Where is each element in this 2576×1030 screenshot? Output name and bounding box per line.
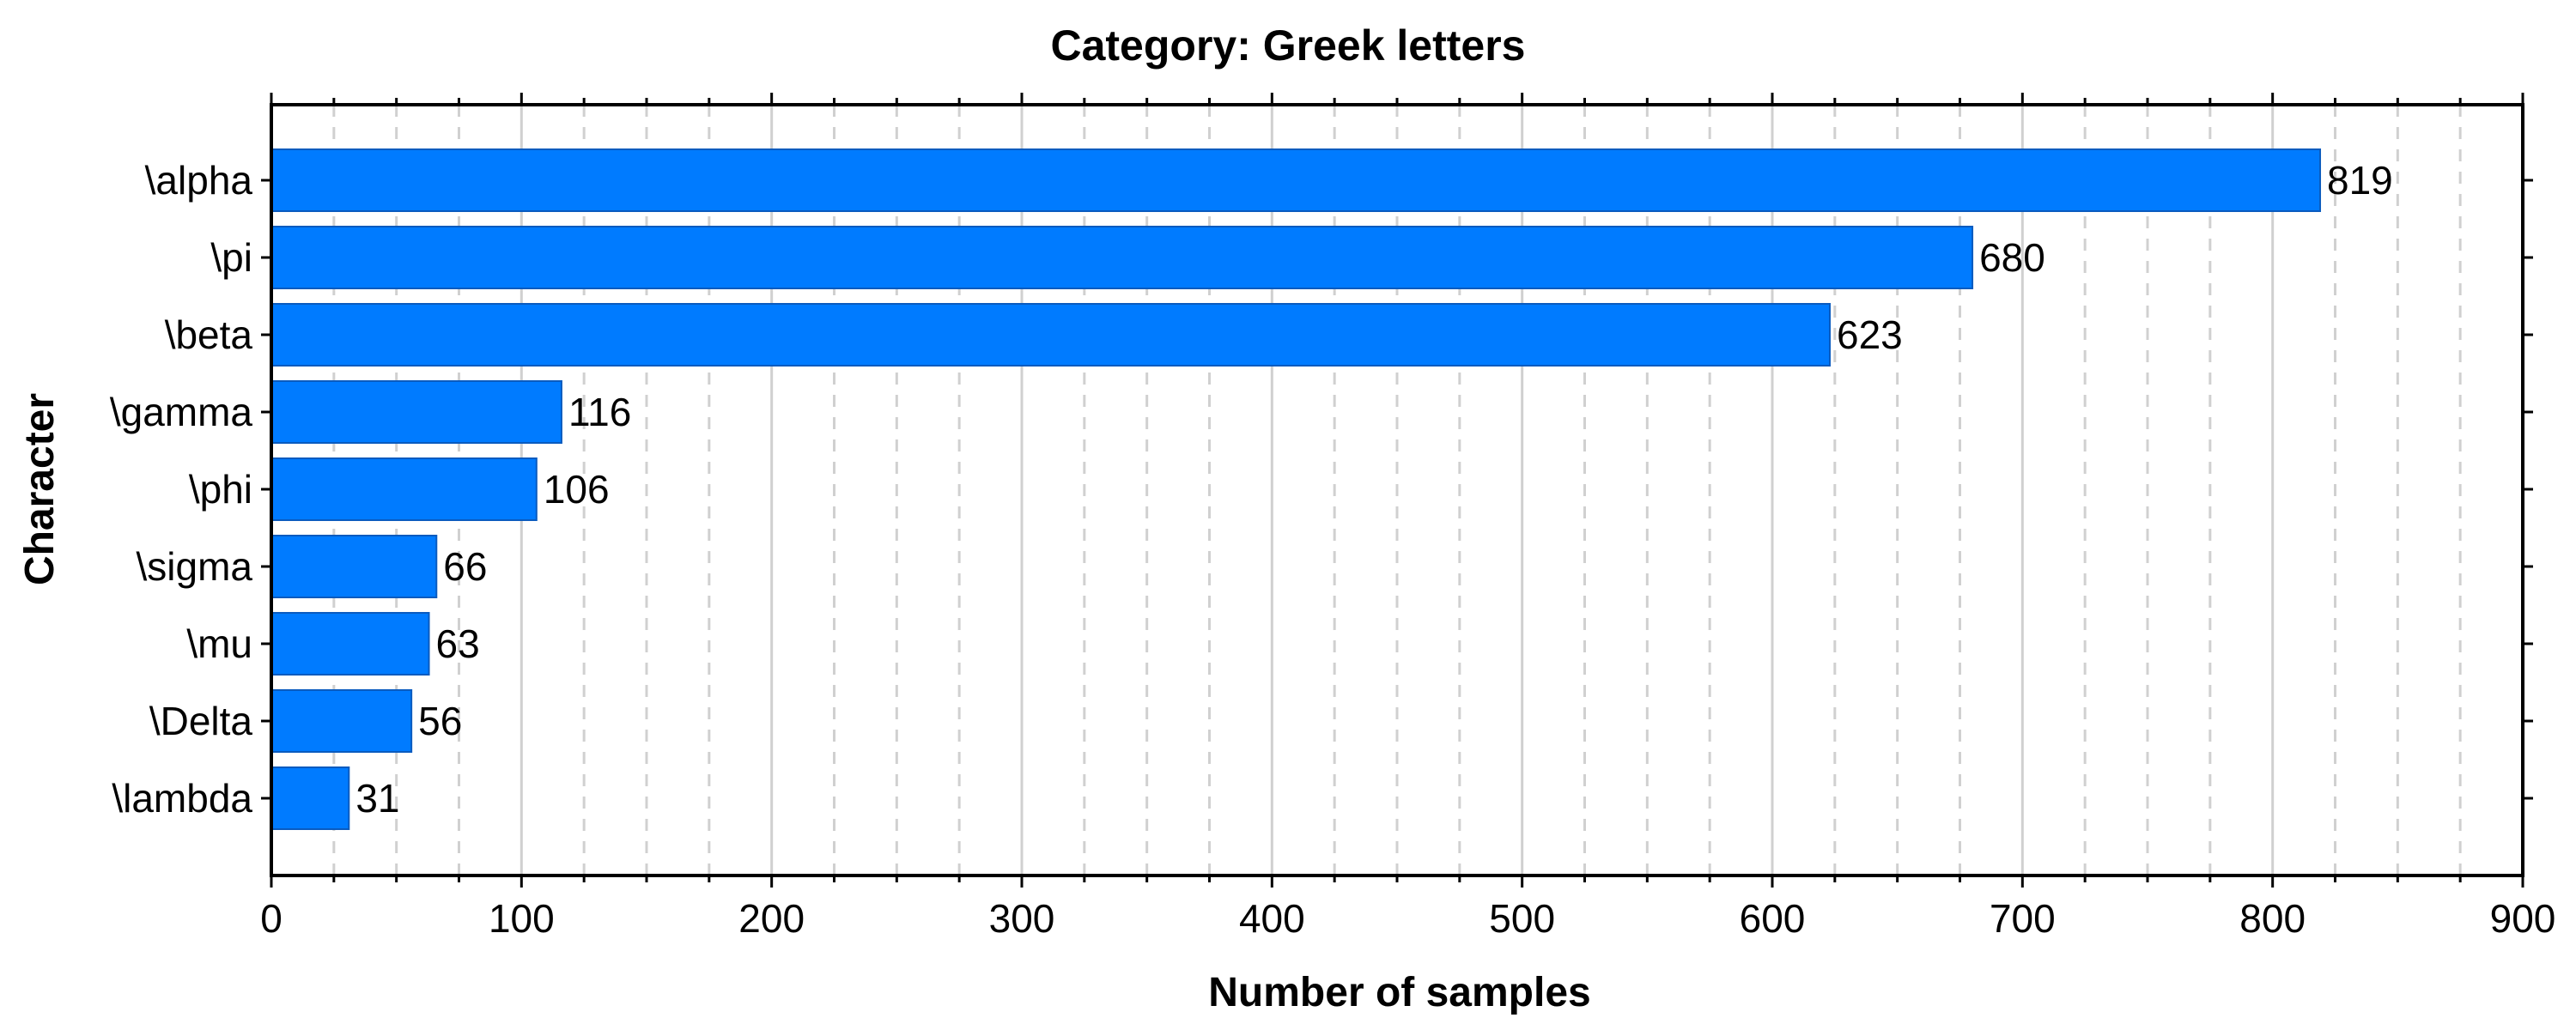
y-tick-label: \alpha	[145, 158, 253, 203]
bar	[270, 612, 430, 676]
data-label: 623	[1837, 312, 1903, 357]
data-label: 680	[1979, 235, 2045, 280]
x-tick-label: 0	[260, 896, 283, 941]
x-tick-label: 100	[489, 896, 555, 941]
y-tick-label: \gamma	[110, 390, 253, 434]
data-label: 56	[418, 699, 462, 743]
x-tick-label: 400	[1239, 896, 1305, 941]
data-label: 66	[443, 544, 487, 589]
data-labels: 819 680 623 116 106 66 63 56 31	[355, 158, 2392, 821]
axis-ticks	[261, 93, 2533, 888]
chart-title: Category: Greek letters	[1050, 21, 1525, 70]
x-tick-label: 900	[2490, 896, 2556, 941]
y-tick-label: \Delta	[149, 699, 253, 743]
bar	[270, 766, 350, 830]
y-tick-label: \mu	[186, 621, 252, 666]
x-tick-label: 500	[1489, 896, 1555, 941]
x-tick-label: 300	[989, 896, 1055, 941]
x-axis-tick-labels: 0 100 200 300 400 500 600 700 800 900	[260, 896, 2555, 941]
x-tick-label: 700	[1990, 896, 2056, 941]
y-tick-label: \sigma	[137, 544, 253, 589]
x-tick-label: 800	[2239, 896, 2306, 941]
data-label: 106	[544, 467, 610, 512]
y-tick-label: \phi	[189, 467, 252, 512]
bar	[270, 689, 413, 753]
bar	[270, 457, 538, 521]
bar	[270, 535, 438, 598]
bar	[270, 226, 1974, 289]
bar	[270, 380, 562, 444]
bars	[270, 148, 2322, 830]
bar	[270, 303, 1832, 367]
y-tick-label: \beta	[165, 312, 253, 357]
y-tick-label: \pi	[210, 235, 252, 280]
data-label: 819	[2327, 158, 2393, 203]
x-tick-label: 600	[1740, 896, 1806, 941]
x-axis-title: Number of samples	[1208, 970, 1590, 1015]
data-label: 63	[436, 621, 480, 666]
bar	[270, 148, 2322, 212]
x-tick-label: 200	[738, 896, 805, 941]
data-label: 116	[568, 390, 631, 434]
data-label: 31	[355, 776, 399, 821]
y-axis-title: Character	[17, 393, 63, 585]
y-axis-tick-labels: \alpha \pi \beta \gamma \phi \sigma \mu \Delta \…	[110, 158, 253, 821]
grid	[332, 105, 2462, 876]
y-tick-label: \lambda	[112, 776, 252, 821]
